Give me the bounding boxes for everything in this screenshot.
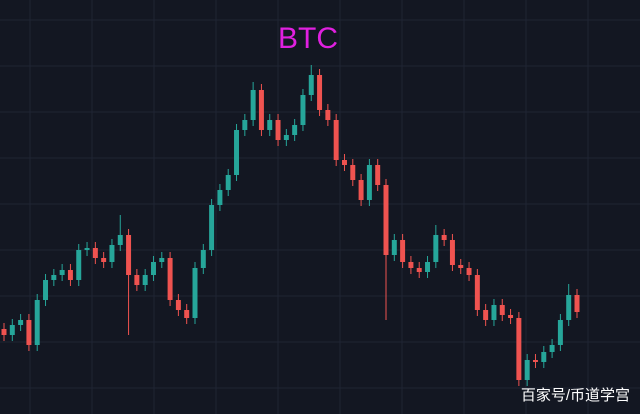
candle-body bbox=[134, 275, 140, 285]
candle-body bbox=[225, 175, 231, 190]
candle-body bbox=[234, 130, 240, 175]
candle-body bbox=[566, 295, 572, 320]
candle-body bbox=[366, 165, 372, 200]
candle-body bbox=[325, 110, 331, 120]
candle-body bbox=[242, 120, 248, 130]
candle-body bbox=[258, 90, 264, 130]
candle-body bbox=[59, 270, 65, 275]
candle-body bbox=[441, 235, 447, 240]
candle-body bbox=[449, 240, 455, 265]
candle-body bbox=[76, 250, 82, 280]
candle-body bbox=[350, 165, 356, 180]
candle-body bbox=[92, 248, 98, 258]
candle-body bbox=[109, 245, 115, 262]
candle-body bbox=[574, 295, 580, 312]
candle-body bbox=[142, 275, 148, 285]
candle-body bbox=[549, 345, 555, 352]
candle-body bbox=[267, 120, 273, 130]
candle-body bbox=[557, 320, 563, 345]
candle-body bbox=[1, 329, 7, 335]
candle-body bbox=[341, 160, 347, 165]
candle-body bbox=[532, 360, 538, 362]
candle-body bbox=[416, 268, 422, 272]
candle-body bbox=[300, 95, 306, 125]
candle-body bbox=[466, 268, 472, 275]
candle-body bbox=[43, 280, 49, 300]
candle-body bbox=[26, 320, 32, 345]
candle-body bbox=[200, 250, 206, 268]
candle-body bbox=[375, 165, 381, 185]
candle-body bbox=[491, 305, 497, 320]
candle-body bbox=[175, 300, 181, 310]
watermark: 百家号/币道学宫 bbox=[521, 387, 630, 404]
candle-body bbox=[51, 275, 57, 280]
candle-body bbox=[333, 120, 339, 160]
candle-body bbox=[474, 275, 480, 310]
candle-body bbox=[358, 180, 364, 200]
candle-body bbox=[317, 75, 323, 110]
candle-body bbox=[283, 135, 289, 140]
chart-title: BTC bbox=[278, 22, 338, 55]
candle-body bbox=[275, 120, 281, 140]
candle-body bbox=[126, 235, 132, 275]
candle-body bbox=[217, 190, 223, 205]
candle-body bbox=[433, 235, 439, 262]
candle-body bbox=[159, 258, 165, 262]
candle-body bbox=[541, 352, 547, 362]
candle-body bbox=[184, 310, 190, 318]
candle-body bbox=[117, 235, 123, 245]
candle-body bbox=[67, 270, 73, 280]
candle-body bbox=[458, 265, 464, 268]
candles bbox=[1, 65, 580, 386]
candle-body bbox=[84, 248, 90, 250]
candle-body bbox=[499, 305, 505, 315]
candle-body bbox=[483, 310, 489, 320]
candle-body bbox=[18, 320, 24, 325]
candle-body bbox=[292, 125, 298, 135]
candle-body bbox=[34, 300, 40, 345]
candle-body bbox=[400, 240, 406, 262]
candle-body bbox=[516, 318, 522, 380]
candle-body bbox=[508, 315, 514, 318]
candle-body bbox=[250, 90, 256, 120]
candle-body bbox=[101, 258, 107, 262]
candle-body bbox=[391, 240, 397, 255]
candle-body bbox=[383, 185, 389, 255]
candle-body bbox=[192, 268, 198, 318]
candle-body bbox=[308, 75, 314, 95]
candle-body bbox=[9, 325, 15, 335]
candle-body bbox=[209, 205, 215, 250]
candle-body bbox=[150, 262, 156, 275]
candle-body bbox=[167, 258, 173, 300]
candle-body bbox=[425, 262, 431, 272]
candle-body bbox=[524, 360, 530, 380]
candle-body bbox=[408, 262, 414, 268]
